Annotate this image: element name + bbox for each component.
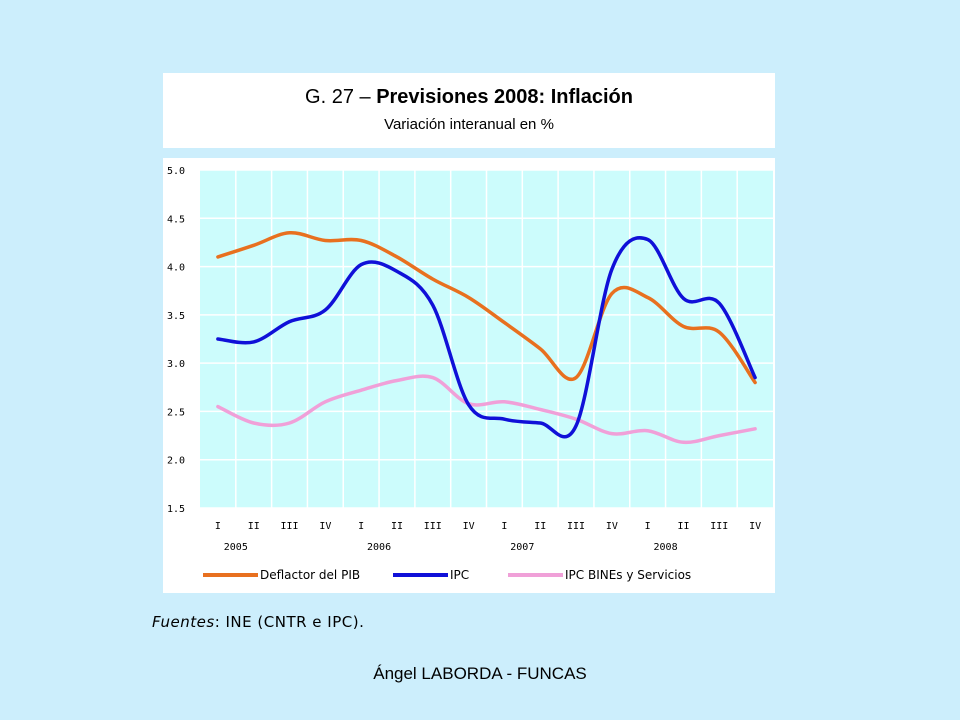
x-tick-label: III	[424, 521, 442, 532]
legend-label: IPC BINEs y Servicios	[565, 568, 691, 582]
series-line-ipc	[216, 236, 757, 439]
sources-note: Fuentes: INE (CNTR e IPC).	[152, 613, 364, 631]
x-tick-label: II	[391, 521, 403, 532]
y-tick-label: 3.0	[167, 359, 185, 370]
x-tick-label: I	[645, 521, 651, 532]
legend-label: IPC	[450, 568, 469, 582]
x-tick-label: II	[534, 521, 546, 532]
footer-author: Ángel LABORDA - FUNCAS	[373, 664, 587, 683]
y-tick-label: 1.5	[167, 504, 185, 515]
x-tick-label: III	[710, 521, 728, 532]
x-tick-label: I	[358, 521, 364, 532]
x-tick-label: III	[567, 521, 585, 532]
title-box: G. 27 – Previsiones 2008: Inflación Vari…	[163, 73, 775, 148]
series-line-ipc-bines-y-servicios	[216, 374, 757, 445]
year-label: 2005	[224, 542, 248, 553]
x-tick-label: III	[281, 521, 299, 532]
line-chart: 1.52.02.53.03.54.04.55.0I II III IV I II III IV…	[167, 166, 773, 582]
sources-label: Fuentes	[152, 613, 215, 631]
x-tick-label: I	[501, 521, 507, 532]
chart-title-prefix: G. 27 –	[305, 86, 377, 108]
series-line-deflactor-del-pib	[216, 231, 757, 385]
x-tick-label: IV	[749, 521, 761, 532]
chart-box: 1.5 2.0 2.5 3.0 3.5 4.0 4.5 5.0 I II III IV I II III IV…	[163, 158, 775, 593]
y-tick-label: 4.5	[167, 214, 185, 225]
y-tick-label: 2.0	[167, 456, 185, 467]
x-tick-label: IV	[606, 521, 618, 532]
x-tick-label: IV	[319, 521, 331, 532]
x-tick-label: II	[248, 521, 260, 532]
year-label: 2006	[367, 542, 391, 553]
year-label: 2007	[510, 542, 534, 553]
chart-title-bold: Previsiones 2008: Inflación	[376, 86, 633, 108]
x-tick-label: II	[677, 521, 689, 532]
year-label: 2008	[654, 542, 678, 553]
chart-title: G. 27 – Previsiones 2008: Inflación	[163, 86, 775, 109]
legend-label: Deflactor del PIB	[260, 568, 360, 582]
y-tick-label: 2.5	[167, 407, 185, 418]
y-tick-label: 3.5	[167, 311, 185, 322]
y-tick-label: 4.0	[167, 263, 185, 274]
y-tick-label: 5.0	[167, 166, 185, 177]
chart-subtitle: Variación interanual en %	[384, 116, 554, 133]
sources-text: : INE (CNTR e IPC).	[214, 613, 365, 631]
x-tick-label: I	[215, 521, 221, 532]
x-tick-label: IV	[463, 521, 475, 532]
